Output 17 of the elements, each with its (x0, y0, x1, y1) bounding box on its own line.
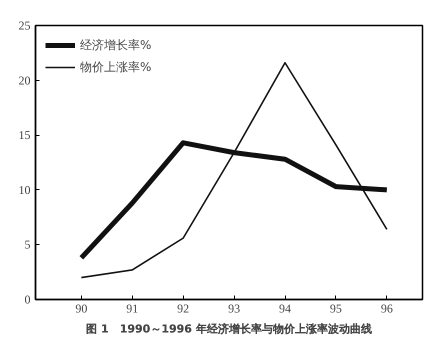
y-tick-label: 5 (24, 238, 30, 252)
y-tick-label: 15 (18, 128, 30, 142)
x-tick-label: 95 (330, 302, 342, 316)
line-series (80, 62, 388, 278)
y-tick-label: 25 (18, 18, 30, 32)
text: 图 1 1990～1996 年经济增长率与物价上涨率波动曲线 (86, 322, 372, 336)
legend-label: 物价上涨率% (80, 58, 152, 76)
y-tick-label: 10 (18, 182, 30, 197)
legend-label: 经济增长率% (80, 36, 152, 54)
x-tick-label: 92 (177, 302, 190, 316)
x-tick-label: 91 (126, 302, 138, 316)
x-tick-label: 93 (228, 302, 240, 316)
y-tick-label: 20 (18, 73, 30, 88)
x-tick-label: 94 (279, 302, 292, 316)
y-tick-label: 0 (24, 292, 30, 306)
x-tick-label: 90 (75, 302, 88, 316)
x-tick-label: 96 (380, 302, 393, 316)
